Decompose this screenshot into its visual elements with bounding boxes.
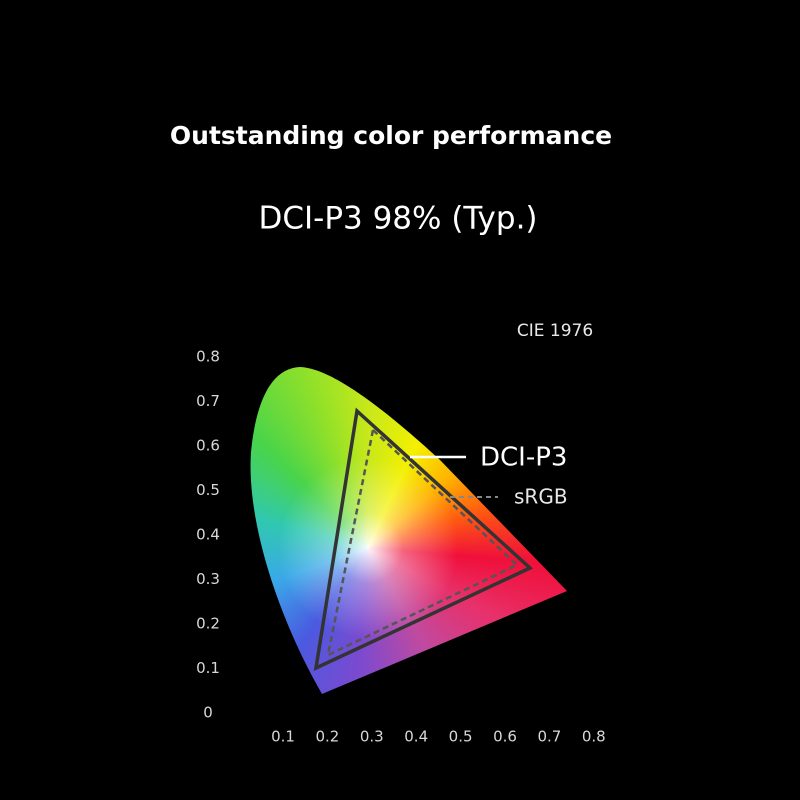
legend-label: DCI-P3	[480, 443, 567, 473]
y-tick-label: 0.3	[196, 570, 220, 588]
title: Outstanding color performance	[170, 121, 612, 150]
x-tick-label: 0.2	[315, 728, 339, 746]
y-tick-label: 0.2	[196, 615, 220, 633]
y-tick-label: 0.4	[196, 526, 220, 544]
y-tick-label: 0.5	[196, 481, 220, 499]
diagram-label: CIE 1976	[517, 321, 593, 341]
y-tick-label: 0	[203, 704, 213, 722]
x-tick-label: 0.8	[582, 728, 606, 746]
x-tick-label: 0.6	[493, 728, 517, 746]
y-tick-label: 0.6	[196, 437, 220, 455]
subtitle: DCI-P3 98% (Typ.)	[258, 201, 537, 237]
srgb-triangle	[326, 427, 520, 658]
dci-p3-triangle	[313, 407, 534, 671]
y-tick-label: 0.1	[196, 659, 220, 677]
y-tick-label: 0.8	[196, 348, 220, 366]
x-tick-label: 0.4	[404, 728, 428, 746]
legend-label: sRGB	[514, 485, 568, 509]
x-tick-label: 0.5	[449, 728, 473, 746]
y-tick-label: 0.7	[196, 392, 220, 410]
x-tick-label: 0.7	[537, 728, 561, 746]
x-tick-label: 0.3	[360, 728, 384, 746]
x-tick-label: 0.1	[271, 728, 295, 746]
